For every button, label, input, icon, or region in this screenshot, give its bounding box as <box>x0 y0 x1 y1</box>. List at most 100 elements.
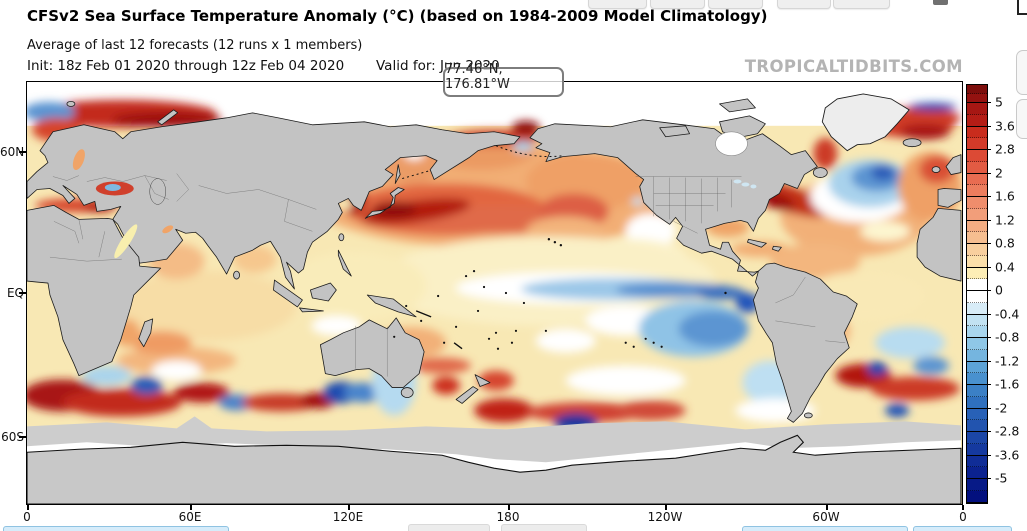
colorbar-label: -3.6 <box>995 447 1020 462</box>
south-america <box>753 262 858 423</box>
land-layer <box>27 98 962 423</box>
svalbard <box>66 101 76 107</box>
colorbar-tick <box>987 266 991 268</box>
partial-side-button-2[interactable] <box>1016 99 1027 139</box>
lon-label-120w: 120W <box>647 510 683 524</box>
colorbar-label: 2 <box>995 165 1003 180</box>
country-borders <box>49 173 846 377</box>
colorbar-label: -2.8 <box>995 423 1020 439</box>
colorbar-label: 0 <box>995 282 1003 298</box>
colorbar-label: 2.8 <box>995 141 1015 157</box>
partial-top-button-5[interactable] <box>833 0 890 9</box>
partial-bottom-link-1[interactable] <box>3 526 229 531</box>
colorbar-tick <box>987 149 991 150</box>
partial-top-button-2[interactable] <box>650 0 705 9</box>
colorbar-tick <box>987 431 991 432</box>
lon-tick-60e <box>190 505 192 510</box>
marginal-seas <box>72 131 757 259</box>
sumatra <box>273 279 303 308</box>
colorbar-tick <box>987 243 991 244</box>
lat-label-eq: EQ <box>6 286 24 300</box>
persian-gulf <box>162 225 174 234</box>
lon-tick-120w <box>665 505 667 510</box>
lon-tick-0w <box>962 505 964 510</box>
novaya-zemlya <box>157 109 179 126</box>
partial-top-button-4[interactable] <box>777 0 831 9</box>
iberia-edge <box>937 188 962 208</box>
aleutian-islands <box>495 145 564 158</box>
great-lake-1 <box>733 179 742 184</box>
partial-top-button-1[interactable] <box>588 0 647 9</box>
british-isles <box>945 154 962 175</box>
watermark: TROPICALTIDBITS.COM <box>744 57 963 76</box>
lon-label-120e: 120E <box>332 510 364 524</box>
partial-top-button-3[interactable] <box>708 0 763 9</box>
iceland <box>902 138 922 148</box>
africa <box>27 205 162 377</box>
black-sea-cool-patch <box>104 184 121 191</box>
borneo <box>309 282 337 302</box>
lon-label-60e: 60E <box>178 510 202 524</box>
partial-side-button-1[interactable] <box>1016 50 1027 95</box>
coordinate-tooltip: 77.46°N, 176.81°W <box>443 62 564 97</box>
java <box>299 307 324 313</box>
colorbar-label: -0.8 <box>995 329 1020 345</box>
colorbar-tick <box>987 384 991 385</box>
colorbar-bar <box>966 84 988 504</box>
page-title: CFSv2 Sea Surface Temperature Anomaly (°… <box>27 7 768 25</box>
partial-dark-control[interactable] <box>933 0 948 5</box>
falklands <box>803 412 813 419</box>
colorbar-label: -2 <box>995 400 1008 415</box>
colorbar-label: -1.6 <box>995 376 1020 392</box>
coordinate-tooltip-text: 77.46°N, 176.81°W <box>445 62 510 92</box>
australia <box>319 317 425 388</box>
lat-label-60s: 60S <box>1 430 24 444</box>
lon-tick-60w <box>826 505 828 510</box>
red-sea <box>114 224 138 259</box>
new-guinea <box>366 294 417 318</box>
partial-bottom-link-2[interactable] <box>742 526 908 531</box>
sri-lanka <box>233 270 240 280</box>
japan <box>364 187 405 219</box>
north-america <box>529 119 818 277</box>
lon-tick-180 <box>508 505 510 510</box>
lon-label-0e: 0 <box>23 510 31 524</box>
partial-corner-box[interactable] <box>1017 0 1027 15</box>
greenland <box>821 93 910 152</box>
colorbar-label: 5 <box>995 94 1003 110</box>
hispaniola <box>772 245 782 252</box>
partial-bottom-link-3[interactable] <box>913 526 1012 531</box>
lat-tick-60n <box>19 151 26 153</box>
colorbar-label: -1.2 <box>995 353 1020 368</box>
colorbar-tick <box>987 219 991 221</box>
sst-anomaly-map[interactable] <box>26 81 963 505</box>
antarctica <box>27 434 962 504</box>
newfoundland <box>812 167 828 178</box>
lat-label-60n: 60N <box>0 145 25 159</box>
lat-tick-eq <box>19 292 26 294</box>
island-specks <box>393 145 727 350</box>
colorbar-tick <box>987 478 991 479</box>
colorbar-label: 1.6 <box>995 188 1015 204</box>
colorbar-tick <box>987 125 991 127</box>
colorbar-label: -0.4 <box>995 306 1020 321</box>
colorbar: 5 3.6 2.8 2 1.6 1.2 0.8 0.4 0 -0.4 -0.8 -1.2 -1.6 -2 -… <box>966 84 1026 504</box>
colorbar-label: 3.6 <box>995 118 1015 133</box>
great-lake-2 <box>741 182 750 187</box>
map-canvas[interactable] <box>27 82 962 504</box>
lat-tick-60s <box>19 436 26 438</box>
colorbar-tick <box>987 360 991 362</box>
partial-bottom-button-2[interactable] <box>501 524 587 531</box>
partial-bottom-button-1[interactable] <box>408 524 490 531</box>
colorbar-label: 0.8 <box>995 235 1015 251</box>
colorbar-label: 0.4 <box>995 259 1015 274</box>
forecast-subtitle: Average of last 12 forecasts (12 runs x … <box>27 38 363 53</box>
victoria-island <box>659 125 690 138</box>
lon-label-0w: 0 <box>959 510 967 524</box>
colorbar-tick <box>987 313 991 315</box>
ellesmere-island <box>719 98 756 113</box>
madagascar <box>138 318 154 348</box>
init-time-label: Init: 18z Feb 01 2020 through 12z Feb 04… <box>27 58 345 74</box>
lon-label-60w: 60W <box>812 510 840 524</box>
caspian-sea <box>149 178 166 205</box>
